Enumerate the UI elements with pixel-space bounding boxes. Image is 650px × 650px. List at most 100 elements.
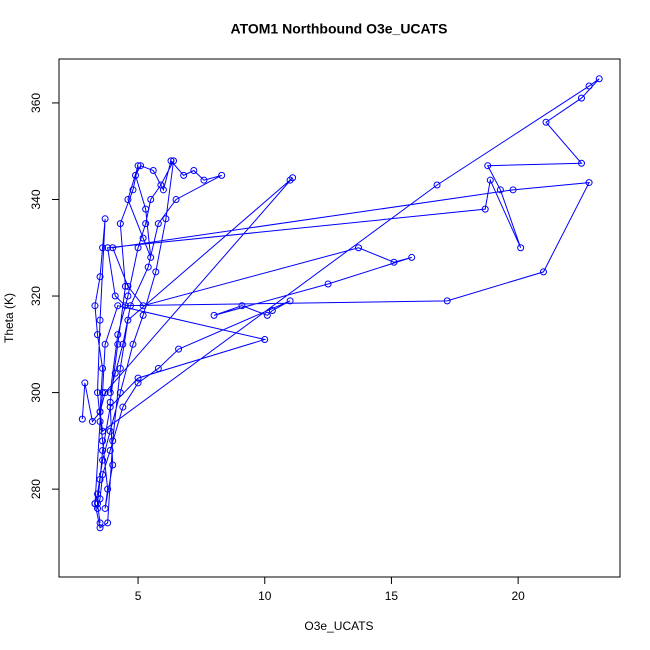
data-point <box>99 437 107 445</box>
data-point <box>390 258 398 266</box>
data-point <box>144 263 152 271</box>
data-point <box>104 244 112 252</box>
data-point <box>104 519 112 527</box>
data-point <box>154 220 162 228</box>
data-point <box>577 159 585 167</box>
data-point <box>96 475 104 483</box>
data-point <box>585 179 593 187</box>
data-point <box>238 302 246 310</box>
data-point <box>78 415 86 423</box>
data-point <box>162 215 170 223</box>
x-tick-label: 10 <box>258 589 272 603</box>
data-point <box>539 268 547 276</box>
x-tick-label: 20 <box>511 589 525 603</box>
data-point <box>116 389 124 397</box>
data-point <box>88 418 96 426</box>
data-point <box>106 447 114 455</box>
data-point <box>134 244 142 252</box>
data-point <box>147 195 155 203</box>
data-point <box>99 427 107 435</box>
data-point <box>268 307 276 315</box>
data-point <box>106 389 114 397</box>
data-point <box>116 220 124 228</box>
x-tick-label: 5 <box>135 589 142 603</box>
data-point <box>481 205 489 213</box>
data-point <box>119 340 127 348</box>
data-point <box>443 297 451 305</box>
data-point <box>200 176 208 184</box>
data-point <box>99 364 107 372</box>
data-point <box>124 195 132 203</box>
data-point <box>286 297 294 305</box>
data-point <box>101 389 109 397</box>
data-point <box>96 316 104 324</box>
data-line <box>81 78 600 529</box>
data-point <box>218 171 226 179</box>
data-point <box>99 389 107 397</box>
data-point <box>134 162 142 170</box>
data-point <box>114 302 122 310</box>
data-point <box>124 282 132 290</box>
data-point <box>433 181 441 189</box>
data-point <box>180 171 188 179</box>
data-point <box>99 447 107 455</box>
data-point <box>139 311 147 319</box>
data-point <box>149 167 157 175</box>
x-axis-label: O3e_UCATS <box>304 619 373 633</box>
data-point <box>175 345 183 353</box>
y-tick-label: 340 <box>29 189 43 209</box>
data-point <box>119 403 127 411</box>
data-point <box>585 82 593 90</box>
data-point <box>91 302 99 310</box>
data-point <box>111 292 119 300</box>
data-point <box>96 519 104 527</box>
data-point <box>261 335 269 343</box>
data-point <box>129 186 137 194</box>
data-point <box>139 302 147 310</box>
data-point <box>106 403 114 411</box>
data-point <box>94 331 102 339</box>
plot-frame <box>58 58 621 578</box>
data-point <box>517 244 525 252</box>
data-point <box>577 94 585 102</box>
data-point <box>94 389 102 397</box>
data-point <box>114 340 122 348</box>
data-point <box>142 220 150 228</box>
y-tick-label: 360 <box>29 93 43 113</box>
data-point <box>129 340 137 348</box>
data-point <box>106 398 114 406</box>
data-point <box>81 379 89 387</box>
data-point <box>595 75 603 83</box>
data-point <box>101 340 109 348</box>
data-point <box>484 162 492 170</box>
data-point <box>109 244 117 252</box>
data-point <box>263 311 271 319</box>
data-point <box>167 157 175 165</box>
data-point <box>142 205 150 213</box>
data-point <box>289 174 297 182</box>
data-point <box>190 167 198 175</box>
data-point <box>355 244 363 252</box>
data-point <box>124 292 132 300</box>
data-point <box>542 118 550 126</box>
data-point <box>486 176 494 184</box>
data-point <box>94 500 102 508</box>
y-tick-label: 320 <box>29 286 43 306</box>
data-point <box>111 369 119 377</box>
data-point <box>91 500 99 508</box>
data-point <box>101 504 109 512</box>
data-point <box>104 485 112 493</box>
data-point <box>172 195 180 203</box>
data-point <box>324 280 332 288</box>
data-point <box>96 418 104 426</box>
data-point <box>170 157 178 165</box>
data-point <box>109 461 117 469</box>
data-point <box>106 427 114 435</box>
data-point <box>134 379 142 387</box>
data-point <box>210 311 218 319</box>
data-point <box>114 331 122 339</box>
y-axis-label: Theta (K) <box>2 293 16 343</box>
y-tick-label: 280 <box>29 479 43 499</box>
data-point <box>96 408 104 416</box>
